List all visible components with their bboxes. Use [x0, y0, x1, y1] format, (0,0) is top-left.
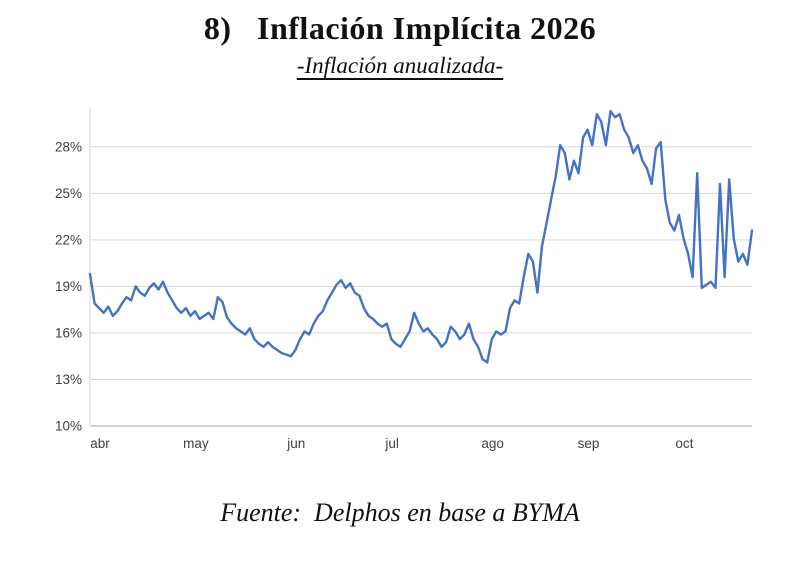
y-tick-label: 16% [55, 325, 82, 340]
chart-title: 8) Inflación Implícita 2026 [203, 10, 597, 46]
y-tick-label: 13% [55, 372, 82, 387]
line-series [88, 109, 754, 364]
x-tick-label: abr [90, 436, 110, 451]
x-tick-label: oct [675, 436, 693, 451]
source-note: Fuente: Delphos en base a BYMA [220, 498, 580, 527]
chart-area: 10% 13% 16% 19% 22% 25% 28% abr may jun jul ago sep o… [40, 100, 760, 462]
y-tick-label: 25% [55, 186, 82, 201]
x-tick-label: sep [578, 436, 600, 451]
x-tick-label: jun [286, 436, 305, 451]
y-tick-label: 28% [55, 139, 82, 154]
inflation-line-chart: 10% 13% 16% 19% 22% 25% 28% abr may jun jul ago sep o… [55, 108, 754, 451]
x-tick-label: ago [481, 436, 504, 451]
y-tick-label: 19% [55, 279, 82, 294]
y-tick-label: 10% [55, 419, 82, 434]
y-tick-label: 22% [55, 232, 82, 247]
chart-subtitle: -Inflación anualizada- [296, 53, 504, 78]
x-tick-label: jul [384, 436, 399, 451]
x-tick-label: may [183, 436, 209, 451]
